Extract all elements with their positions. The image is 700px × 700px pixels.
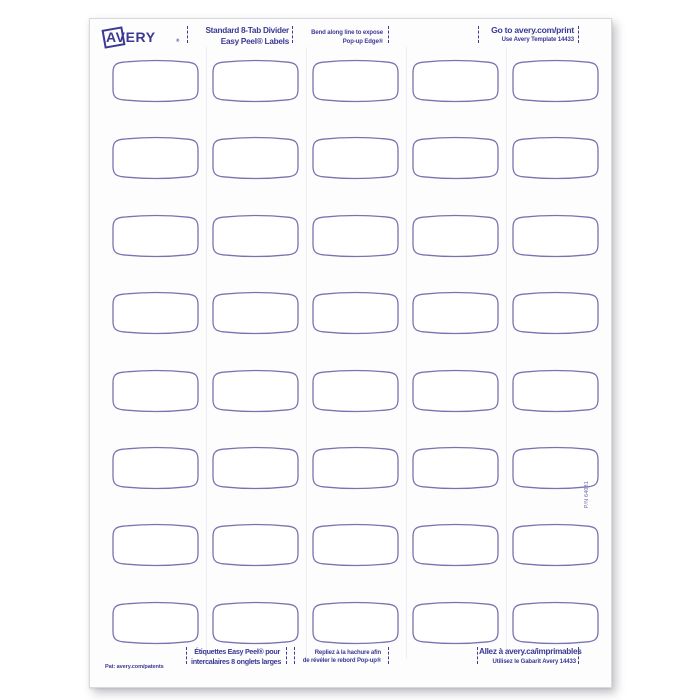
dashed-separator	[578, 26, 579, 43]
divider-label	[412, 292, 499, 335]
divider-label	[212, 446, 299, 490]
header-bend-line1: Bend along line to expose	[311, 30, 383, 36]
labels-grid	[90, 19, 611, 687]
column-score-line	[505, 47, 507, 659]
footer-product-line1-fr: Étiquettes Easy Peel® pour	[194, 647, 280, 656]
footer-product-line2-fr: intercalaires 8 onglets larges	[191, 656, 282, 666]
header-web-line1: Go to avery.com/print	[491, 25, 574, 35]
part-number: P/N 64081	[584, 481, 590, 509]
divider-label	[312, 369, 399, 412]
divider-label	[412, 214, 499, 257]
divider-label	[112, 601, 199, 644]
header-product-text: Standard 8-Tab Divider Easy Peel® Labels	[189, 25, 289, 47]
column-score-line	[405, 47, 407, 659]
divider-label	[212, 137, 299, 180]
divider-label	[112, 292, 199, 335]
divider-label	[512, 524, 599, 567]
divider-label	[512, 446, 599, 490]
header-product-line2: Easy Peel® Labels	[220, 37, 289, 46]
dashed-separator	[388, 647, 389, 664]
header-product-line1: Standard 8-Tab Divider	[205, 26, 289, 35]
divider-label	[212, 214, 299, 257]
divider-label	[112, 214, 199, 257]
divider-label	[112, 524, 199, 567]
dashed-separator	[578, 647, 579, 664]
divider-label	[412, 601, 499, 644]
dashed-separator	[478, 26, 479, 43]
footer-bend-line1-fr: Repliez à la hachure afin	[314, 650, 381, 656]
divider-label	[512, 214, 599, 257]
divider-label	[412, 524, 499, 567]
divider-label	[312, 601, 399, 644]
header-web-line2: Use Avery Template 14433	[501, 37, 575, 43]
divider-label	[212, 601, 299, 644]
divider-label	[312, 59, 399, 103]
divider-label	[512, 601, 599, 644]
divider-label	[312, 524, 399, 567]
patents-note: Pat: avery.com/patents	[105, 664, 164, 670]
column-score-line	[305, 47, 307, 659]
dashed-separator	[286, 647, 287, 664]
registered-mark: ®	[176, 38, 180, 43]
dashed-separator	[292, 26, 293, 43]
divider-label	[112, 369, 199, 412]
divider-label	[212, 59, 299, 103]
divider-label	[512, 59, 599, 103]
column-score-line	[205, 47, 207, 659]
header-web-text: Go to avery.com/print Use Avery Template…	[474, 25, 574, 44]
dashed-separator	[294, 647, 295, 664]
divider-label	[512, 369, 599, 412]
divider-label	[512, 292, 599, 335]
divider-label	[412, 446, 499, 490]
dashed-separator	[388, 26, 389, 43]
divider-label	[312, 446, 399, 490]
divider-label	[112, 137, 199, 180]
footer-web-line1-fr: Allez à avery.ca/imprimables	[479, 647, 582, 656]
label-sheet: AVERY ® Standard 8-Tab Divider Easy Peel…	[89, 18, 612, 688]
divider-label	[312, 214, 399, 257]
divider-label	[212, 292, 299, 335]
footer-bend-text-fr: Repliez à la hachure afin de révéler le …	[296, 649, 381, 665]
avery-logo: AVERY ®	[101, 26, 190, 52]
divider-label	[412, 369, 499, 412]
divider-label	[412, 137, 499, 180]
divider-label	[412, 59, 499, 103]
header-bend-text: Bend along line to expose Pop-up Edge®	[295, 29, 383, 46]
divider-label	[312, 137, 399, 180]
divider-label	[312, 292, 399, 335]
divider-label	[212, 369, 299, 412]
footer-web-text-fr: Allez à avery.ca/imprimables Utilisez le…	[479, 647, 582, 666]
avery-logo-text: AVERY	[106, 29, 156, 45]
divider-label	[512, 137, 599, 180]
footer-bend-line2-fr: de révéler le rebord Pop-up®	[302, 658, 381, 664]
divider-label	[212, 524, 299, 567]
divider-label	[112, 59, 199, 103]
dashed-separator	[187, 26, 188, 43]
header-bend-line2: Pop-up Edge®	[342, 38, 383, 45]
footer-product-text-fr: Étiquettes Easy Peel® pour intercalaires…	[191, 647, 282, 666]
footer-web-line2-fr: Utilisez le Gabarit Avery 14433	[492, 658, 576, 665]
dashed-separator	[477, 647, 478, 664]
dashed-separator	[186, 647, 187, 664]
divider-label	[112, 446, 199, 490]
